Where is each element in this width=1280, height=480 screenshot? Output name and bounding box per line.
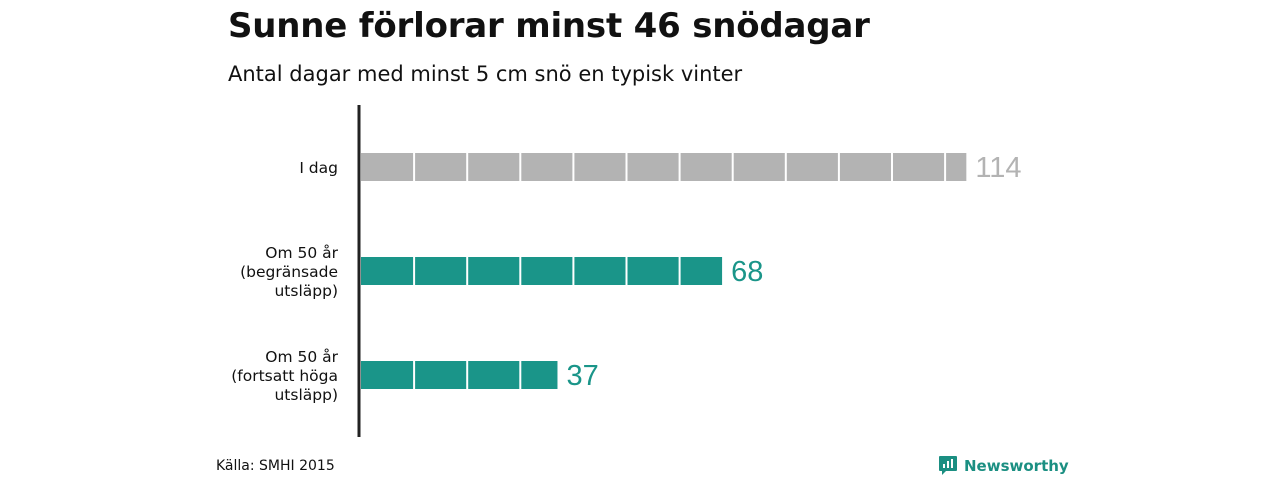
bar-category-label-line: Om 50 år (265, 348, 338, 366)
bar-category-label: I dag (299, 159, 338, 177)
bar-value-label: 68 (731, 256, 763, 288)
bar-category-label-line: utsläpp) (274, 386, 338, 404)
bar (361, 257, 723, 285)
bar-category-label-line: (fortsatt höga (231, 367, 338, 385)
bar-category-label-line: Om 50 år (265, 244, 338, 262)
bar-group: 68 Om 50 år (begränsade utsläpp) (240, 244, 763, 300)
newsworthy-logo-icon (939, 456, 957, 475)
chart-title: Sunne förlorar minst 46 snödagar (228, 6, 870, 46)
bar-group: 114 I dag (299, 152, 1021, 184)
bar (361, 361, 558, 389)
bar-category-label-line: (begränsade (240, 263, 338, 281)
bar-group: 37 Om 50 år (fortsatt höga utsläpp) (231, 348, 598, 404)
brand-logo: Newsworthy (938, 455, 1069, 477)
bar-category-label-line: utsläpp) (274, 282, 338, 300)
bar (361, 153, 967, 181)
brand-name: Newsworthy (964, 457, 1069, 475)
bar-value-label: 37 (566, 360, 598, 392)
source-note: Källa: SMHI 2015 (216, 458, 335, 474)
bar-value-label: 114 (975, 152, 1021, 184)
bar-category-label: Om 50 år (fortsatt höga utsläpp) (231, 348, 338, 404)
chart-subtitle: Antal dagar med minst 5 cm snö en typisk… (228, 62, 743, 86)
bar-category-label-line: I dag (299, 159, 338, 177)
bar-category-label: Om 50 år (begränsade utsläpp) (240, 244, 339, 300)
